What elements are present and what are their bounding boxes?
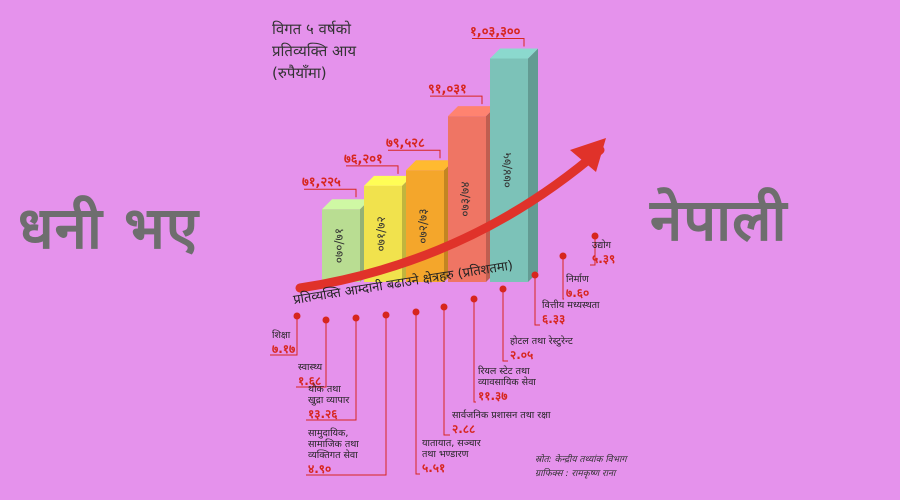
income-leader-line [346, 165, 399, 174]
sector-dot [293, 312, 301, 320]
graphics-credit: ग्राफिक्स : रामकृष्ण राना [535, 469, 616, 479]
sector-leader-line [306, 318, 387, 476]
sector-value: १.६८ [298, 374, 321, 388]
sector-name: वित्तीय मध्यस्थता [542, 299, 600, 311]
sector-name: सार्वजनिक प्रशासन तथा रक्षा [452, 409, 551, 421]
income-year-label: ०७४/७५ [500, 153, 514, 188]
income-bar-front [448, 116, 486, 282]
sector-value: ४.९० [308, 462, 331, 476]
title-line-2: प्रतिव्यक्ति आय [272, 42, 357, 60]
sector-dot [322, 316, 330, 324]
income-bar-top [490, 48, 538, 59]
income-bar-front [490, 58, 528, 282]
sector-name: यातायात, सञ्चार तथा भण्डारण [422, 438, 482, 460]
sector-dot [382, 311, 390, 319]
sector-value: ७.६० [566, 286, 589, 300]
sector-value: २.८८ [452, 422, 475, 436]
income-value-label: ७९,५२८ [386, 136, 425, 151]
income-year-label: ०७१/७२ [374, 216, 388, 251]
income-value-label: १,०३,३०० [470, 24, 521, 39]
income-leader-line [472, 37, 525, 47]
sector-leader-line [502, 292, 508, 362]
sector-value: २.०५ [510, 348, 533, 362]
sector-dot [440, 303, 448, 311]
chart-title: विगत ५ वर्षको प्रतिव्यक्ति आय (रुपैयाँमा… [272, 18, 412, 84]
income-year-label: ०७०/७१ [332, 228, 346, 263]
headline-right: नेपाली [650, 186, 788, 254]
sector-leader-line [534, 278, 540, 326]
sector-name: रियल स्टेट तथा व्यावसायिक सेवा [478, 365, 536, 388]
sector-value: ७.१७ [272, 342, 296, 356]
income-bar-front [322, 209, 360, 282]
sector-dot [412, 308, 420, 316]
sector-callout-4: सामुदायिक, सामाजिक तथा व्यक्तिगत सेवा४.९० [306, 311, 390, 476]
income-value-label: ७१,२२५ [302, 175, 341, 190]
sector-value: ११.३७ [478, 389, 508, 403]
income-bar-side [528, 48, 538, 282]
sector-dot [352, 314, 360, 322]
source-note: स्रोत: केन्द्रीय तथ्यांक विभाग [535, 455, 627, 465]
sector-leader-line [415, 315, 420, 475]
sector-callout-3: थोक तथा खुद्रा व्यापार१३.२६ [306, 314, 360, 421]
sector-callout-1: शिक्षा७.१७ [270, 312, 301, 356]
growth-arrow-head [570, 138, 606, 172]
sector-name: सामुदायिक, सामाजिक तथा व्यक्तिगत सेवा [308, 427, 359, 461]
sector-name: निर्माण [566, 273, 589, 285]
sector-dot [470, 295, 478, 303]
sector-leader-line [296, 323, 327, 388]
sector-value: ६.३३ [542, 312, 565, 326]
sector-leader-line [270, 319, 298, 356]
income-leader-line [430, 95, 483, 105]
sector-callout-8: होटल तथा रेस्टुरेन्ट२.०५ [499, 285, 573, 362]
income-bar-top [364, 175, 412, 186]
sector-value: ५.३९ [592, 252, 615, 266]
income-bar-1: ०७०/७१ ७१,२२५ [302, 175, 370, 282]
sector-dot [531, 271, 539, 279]
income-bar-top [448, 106, 496, 117]
income-leader-line [304, 188, 357, 198]
title-line-1: विगत ५ वर्षको [272, 20, 351, 38]
sector-name: उद्योग [592, 239, 612, 251]
sector-callout-7: रियल स्टेट तथा व्यावसायिक सेवा११.३७ [470, 295, 536, 403]
income-year-label: ०७२/७३ [416, 208, 430, 243]
sector-callout-5: यातायात, सञ्चार तथा भण्डारण५.५१ [412, 308, 482, 475]
sector-name: थोक तथा खुद्रा व्यापार [308, 383, 350, 406]
sector-dot [559, 252, 567, 260]
income-bar-top [406, 160, 454, 171]
sector-name: शिक्षा [272, 329, 291, 341]
sector-leader-line [590, 239, 596, 266]
title-line-3: (रुपैयाँमा) [272, 64, 327, 82]
sector-value: ५.५१ [422, 461, 445, 475]
income-bar-5: ०७४/७५ १,०३,३०० [470, 24, 538, 282]
growth-arrow-shaft [295, 145, 605, 293]
sector-leader-line [306, 321, 357, 421]
income-year-label: ०७३/७४ [458, 181, 472, 216]
sector-callout-2: स्वास्थ्य१.६८ [296, 316, 330, 388]
sector-leader-line [473, 302, 476, 403]
income-value-label: ९१,०३१ [428, 82, 467, 97]
sector-leader-line [443, 310, 450, 436]
sector-name: होटल तथा रेस्टुरेन्ट [510, 335, 573, 347]
income-leader-line [388, 149, 441, 159]
sector-dot [499, 285, 507, 293]
income-value-label: ७६,२०१ [344, 152, 383, 167]
sector-name: स्वास्थ्य [298, 362, 323, 373]
sector-callout-9: वित्तीय मध्यस्थता६.३३ [531, 271, 600, 326]
sector-dot [591, 232, 599, 240]
headline-left: धनी भए [18, 194, 199, 262]
sector-callout-10: निर्माण७.६० [559, 252, 589, 300]
sector-leader-line [562, 259, 564, 300]
income-bar-top [322, 199, 370, 210]
sector-callout-11: उद्योग५.३९ [590, 232, 615, 266]
sector-value: १३.२६ [308, 407, 338, 421]
sector-callout-6: सार्वजनिक प्रशासन तथा रक्षा२.८८ [440, 303, 551, 436]
